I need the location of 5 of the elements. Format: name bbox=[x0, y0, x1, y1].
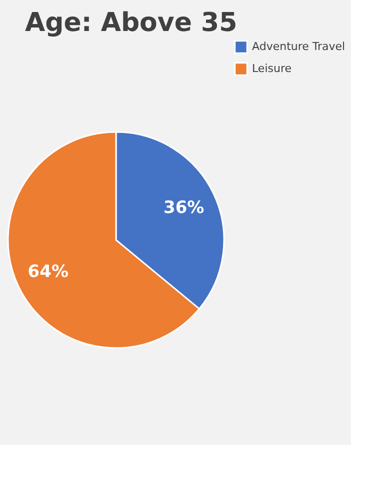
data-label: 64% bbox=[28, 262, 68, 282]
legend-label: Adventure Travel bbox=[252, 40, 346, 53]
legend-label: Leisure bbox=[252, 62, 292, 75]
chart-title: Age: Above 35 bbox=[25, 8, 238, 38]
data-label: 36% bbox=[164, 198, 204, 218]
